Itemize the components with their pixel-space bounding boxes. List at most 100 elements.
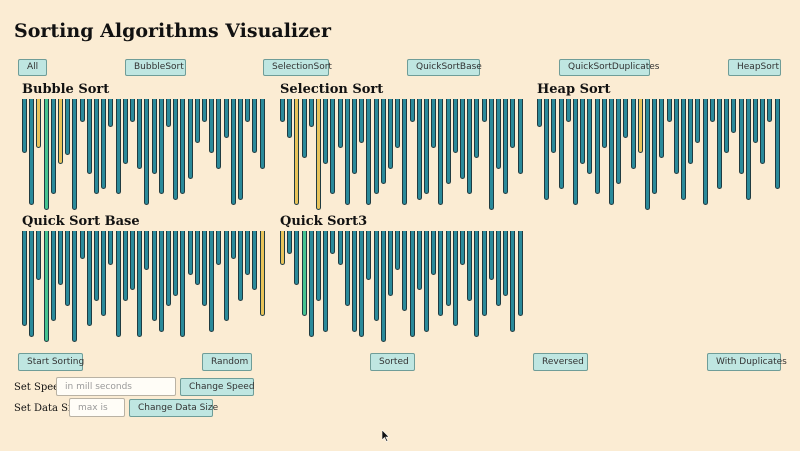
bar — [238, 231, 243, 301]
bar — [402, 99, 408, 205]
panel-title: Bubble Sort — [22, 82, 110, 97]
bar — [496, 231, 501, 306]
bar — [573, 99, 578, 205]
bar — [223, 99, 229, 138]
bar — [460, 231, 465, 265]
bar — [774, 99, 780, 189]
bar — [115, 99, 121, 194]
reversed-data-button[interactable]: Reversed — [533, 353, 588, 371]
bar — [50, 231, 56, 321]
tab-selectionsort[interactable]: SelectionSort — [263, 59, 332, 76]
bar — [122, 99, 128, 164]
bar — [252, 99, 258, 153]
bar — [36, 99, 42, 148]
bar — [144, 99, 150, 205]
bar — [666, 99, 672, 122]
bar — [151, 231, 157, 321]
bar — [101, 99, 107, 189]
bar — [344, 99, 350, 205]
bar — [503, 231, 509, 296]
bar — [173, 231, 179, 296]
bar — [467, 99, 473, 194]
bar — [724, 99, 730, 153]
bar — [409, 99, 415, 122]
bar — [280, 99, 285, 122]
bar — [380, 231, 386, 342]
bar — [565, 99, 571, 122]
bar — [637, 99, 643, 153]
change-data-size-button[interactable]: Change Data Size — [129, 399, 218, 417]
bar — [630, 99, 636, 169]
bar — [402, 231, 408, 311]
bar — [287, 99, 293, 138]
bar — [108, 99, 114, 127]
bar — [308, 99, 314, 127]
bar — [366, 99, 372, 205]
random-data-button[interactable]: Random — [202, 353, 252, 371]
bar — [137, 99, 143, 169]
bar — [323, 99, 329, 164]
tab-all[interactable]: All — [18, 59, 47, 76]
bar — [144, 231, 150, 270]
bar — [380, 99, 386, 184]
page-title: Sorting Algorithms Visualizer — [14, 20, 332, 42]
bar — [50, 99, 56, 194]
bar — [488, 99, 494, 210]
start-sorting-button[interactable]: Start Sorting — [18, 353, 84, 371]
bar — [681, 99, 686, 200]
bar — [79, 99, 85, 122]
panel-title: Quick Sort3 — [280, 214, 368, 229]
bar — [166, 99, 171, 127]
bar — [216, 99, 222, 169]
bar — [230, 231, 236, 259]
bar — [731, 99, 737, 133]
bar — [29, 99, 35, 205]
bar — [496, 99, 501, 169]
bar — [337, 231, 343, 265]
bar — [503, 99, 509, 194]
bar — [180, 231, 186, 337]
bar — [72, 99, 78, 210]
data-size-input[interactable] — [69, 398, 125, 417]
bar — [587, 99, 593, 174]
panel-quick-sort-base: Quick Sort Base — [22, 214, 278, 344]
bar — [22, 231, 27, 326]
bar — [388, 231, 393, 296]
sorted-data-button[interactable]: Sorted — [370, 353, 415, 371]
speed-input[interactable] — [56, 377, 176, 396]
bar — [551, 99, 557, 153]
bar — [86, 99, 92, 174]
bar — [745, 99, 751, 200]
tab-quicksortbase[interactable]: QuickSortBase — [407, 59, 482, 76]
change-speed-button[interactable]: Change Speed — [180, 378, 255, 396]
bar — [287, 231, 293, 254]
bar — [452, 231, 458, 326]
bar — [438, 231, 444, 316]
bar — [58, 99, 63, 164]
bar — [337, 99, 343, 148]
bar — [544, 99, 550, 200]
bar — [373, 231, 379, 321]
bar — [645, 99, 650, 210]
bar — [130, 231, 135, 290]
tab-heapsort[interactable]: HeapSort — [728, 59, 781, 76]
bar — [623, 99, 629, 138]
bar — [431, 231, 437, 275]
tab-quicksortduplicates[interactable]: QuickSortDuplicates — [559, 59, 659, 76]
bar — [202, 99, 207, 122]
duplicates-data-button[interactable]: With Duplicates — [707, 353, 787, 371]
bar — [187, 231, 193, 275]
bar — [517, 99, 523, 174]
bar — [416, 231, 422, 290]
bar — [373, 99, 379, 194]
bar — [151, 99, 157, 174]
panel-title: Heap Sort — [537, 82, 611, 97]
bar — [445, 99, 451, 184]
bar — [352, 99, 357, 174]
bar — [673, 99, 679, 174]
bar — [717, 99, 722, 189]
bar — [86, 231, 92, 326]
bar — [65, 231, 71, 306]
bar — [344, 231, 350, 306]
tab-bubblesort[interactable]: BubbleSort — [125, 59, 186, 76]
